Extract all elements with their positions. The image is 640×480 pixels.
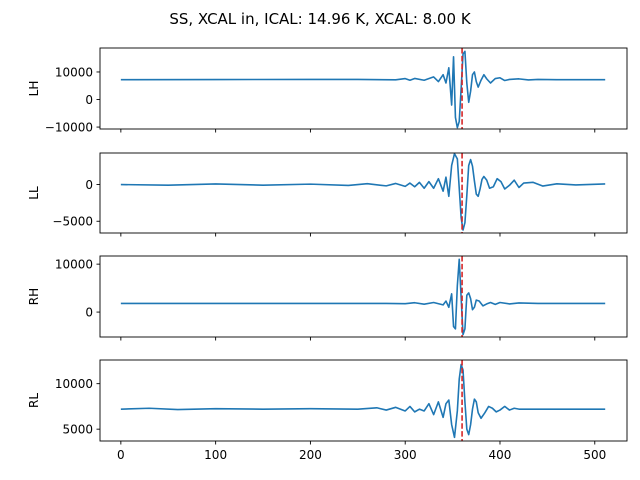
xtick-label: 100	[204, 448, 227, 462]
lh-axes-frame	[99, 47, 628, 130]
panel-rh: 0 10000 RH	[27, 255, 628, 341]
rh-ytick-label: 10000	[55, 257, 93, 271]
ll-ylabel: LL	[27, 186, 41, 200]
xtick-label: 0	[117, 448, 125, 462]
panel-rl: 5000 10000 RL 0 100 200 300 400 500	[27, 359, 628, 462]
lh-ylabel: LH	[27, 81, 41, 97]
rh-axes-frame	[99, 255, 628, 338]
rl-signal-line	[120, 363, 606, 439]
lh-ytick-label: −10000	[45, 120, 93, 134]
lh-signal-line	[120, 50, 606, 129]
ll-axes-frame	[99, 152, 628, 234]
rl-ylabel: RL	[27, 393, 41, 408]
rl-axes-frame	[99, 359, 628, 442]
xtick-label: 500	[583, 448, 606, 462]
lh-ytick-label: 0	[85, 93, 93, 107]
ll-signal-line	[120, 152, 606, 231]
panel-ll: −5000 0 LL	[27, 152, 628, 237]
rl-ytick-label: 5000	[62, 422, 93, 436]
rh-ytick-label: 0	[85, 305, 93, 319]
rl-ytick-label: 10000	[55, 377, 93, 391]
ll-ytick-label: −5000	[52, 215, 93, 229]
xtick-label: 200	[299, 448, 322, 462]
lh-ytick-label: 10000	[55, 65, 93, 79]
chart-title: SS, XCAL in, ICAL: 14.96 K, XCAL: 8.00 K	[169, 10, 472, 28]
rh-ylabel: RH	[27, 288, 41, 305]
xtick-label: 400	[489, 448, 512, 462]
ll-ytick-label: 0	[85, 178, 93, 192]
panel-lh: −10000 0 10000 LH	[27, 47, 628, 134]
rh-signal-line	[120, 258, 606, 336]
xtick-label: 300	[394, 448, 417, 462]
subplot-stack: −10000010000LH−50000LL010000RH500010000R…	[27, 47, 628, 462]
